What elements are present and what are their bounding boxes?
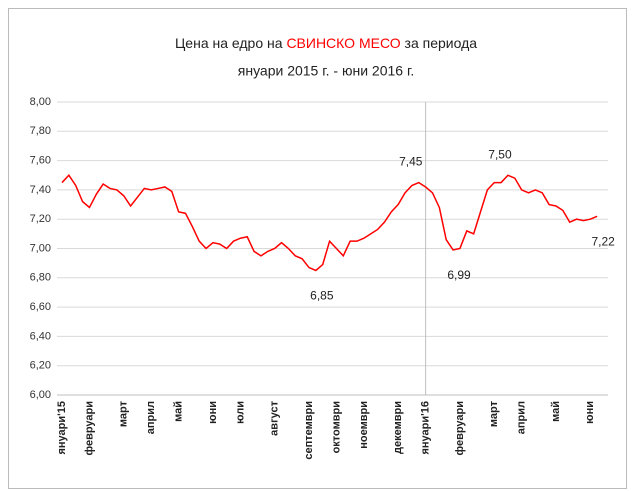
x-tick-label: ноември xyxy=(358,401,370,449)
y-tick-label: 6,00 xyxy=(30,389,51,401)
y-tick-label: 7,40 xyxy=(30,184,51,196)
x-tick-label: август xyxy=(269,400,281,435)
data-label: 7,45 xyxy=(399,155,423,169)
x-tick-label: март xyxy=(488,400,500,427)
title-part: за периода xyxy=(401,35,478,51)
x-tick-label: април xyxy=(145,401,157,434)
x-tick-label: юни xyxy=(584,401,596,424)
y-tick-label: 7,80 xyxy=(30,125,51,137)
y-tick-label: 7,20 xyxy=(30,213,51,225)
data-label: 6,85 xyxy=(310,289,334,303)
x-tick-label: октомври xyxy=(330,401,342,453)
y-tick-label: 7,00 xyxy=(30,242,51,254)
data-label: 7,50 xyxy=(488,147,512,161)
title-part: Цена на едро на xyxy=(175,35,286,51)
chart-subtitle: януари 2015 г. - юни 2016 г. xyxy=(238,63,414,79)
x-tick-label: март xyxy=(118,400,130,427)
series-line xyxy=(61,174,598,272)
x-tick-label: декември xyxy=(392,401,404,454)
x-tick-label: януари'15 xyxy=(56,401,68,455)
x-tick-label: май xyxy=(550,401,562,422)
x-tick-label: юни xyxy=(207,401,219,424)
x-tick-label: май xyxy=(173,401,185,422)
x-tick-label: февруари xyxy=(454,401,466,456)
x-tick-label: септември xyxy=(303,401,315,460)
title-highlight: СВИНСКО МЕСО xyxy=(286,35,400,51)
data-label: 6,99 xyxy=(447,268,471,282)
y-tick-label: 6,40 xyxy=(30,330,51,342)
x-tick-label: февруари xyxy=(83,401,95,456)
chart-title: Цена на едро на СВИНСКО МЕСО за периода xyxy=(175,35,477,51)
x-tick-label: април xyxy=(516,401,528,434)
y-tick-label: 6,80 xyxy=(30,272,51,284)
x-tick-label: юли xyxy=(234,401,246,424)
y-tick-label: 7,60 xyxy=(30,155,51,167)
y-tick-label: 8,00 xyxy=(30,96,51,108)
y-tick-label: 6,20 xyxy=(30,360,51,372)
data-label: 7,22 xyxy=(591,234,615,248)
y-tick-label: 6,60 xyxy=(30,301,51,313)
x-tick-label: януари'16 xyxy=(420,401,432,455)
